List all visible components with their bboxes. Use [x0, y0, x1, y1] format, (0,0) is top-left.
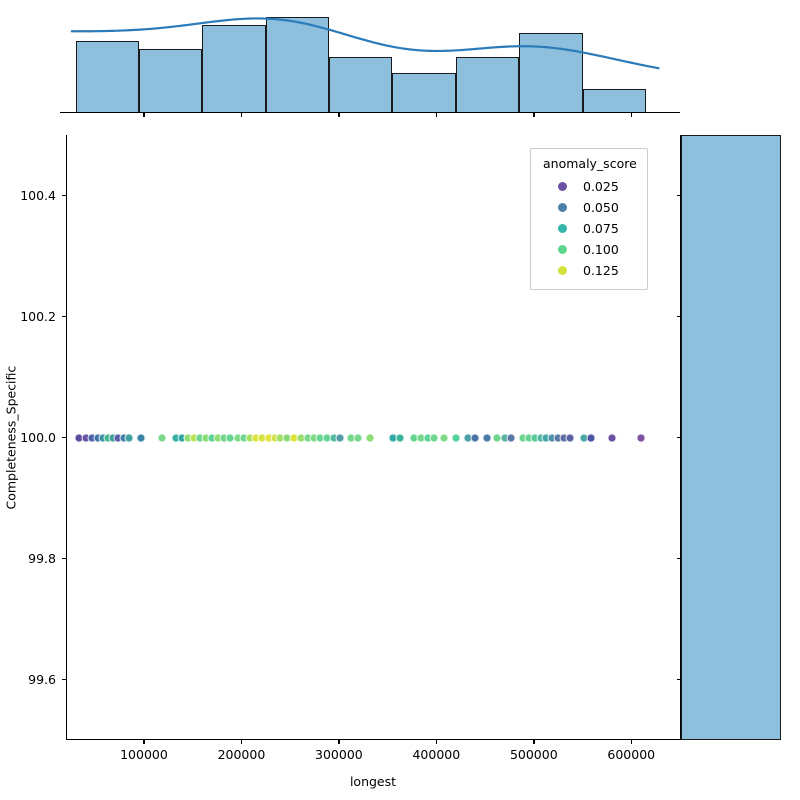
legend-entry-label: 0.125	[583, 263, 619, 278]
marginal-x-tick-mark	[435, 113, 438, 117]
legend-color-swatch	[557, 245, 567, 254]
legend-color-swatch	[557, 182, 567, 191]
x-tick-mark	[630, 740, 632, 744]
marginal-x-tick-mark	[338, 113, 340, 117]
x-tick-mark	[240, 740, 243, 744]
x-tick-label: 600000	[607, 747, 656, 762]
legend-entry[interactable]: 0.025	[541, 176, 637, 197]
y-tick-label: 99.8	[28, 550, 56, 566]
marginal-x-bar	[519, 33, 583, 113]
scatter-point	[395, 433, 405, 442]
legend-entry[interactable]: 0.075	[541, 218, 637, 239]
y-axis-label: Completeness_Specific	[3, 365, 19, 510]
scatter-point	[353, 433, 363, 442]
marginal-x-bar	[582, 89, 646, 113]
marginal-x-bottom-spine	[60, 112, 680, 114]
legend-title: anomaly_score	[543, 156, 637, 171]
x-tick-label: 500000	[509, 747, 558, 762]
legend-swatch-cell	[541, 224, 583, 233]
y-tick-label: 99.6	[28, 671, 56, 687]
marginal-x-tick-mark	[533, 113, 535, 117]
x-tick-mark	[435, 740, 438, 744]
legend-swatch-cell	[541, 266, 583, 275]
scatter-point	[124, 433, 134, 442]
y-tick-mark	[62, 678, 66, 681]
scatter-point	[451, 433, 461, 442]
legend-color-swatch	[557, 224, 567, 233]
scatter-point	[429, 433, 439, 442]
marginal-x-tick-mark	[240, 113, 243, 117]
x-tick-label: 200000	[217, 747, 266, 762]
scatter-point	[586, 433, 596, 442]
y-tick-mark	[62, 436, 66, 439]
legend-entries: 0.025 0.050 0.075 0.100 0.125	[541, 176, 637, 281]
joint-bottom-spine	[66, 739, 680, 741]
marginal-y-tick-mark	[677, 315, 681, 318]
scatter-point	[565, 433, 575, 442]
marginal-x-bar	[202, 25, 266, 113]
scatter-point	[506, 433, 516, 442]
marginal-x-bar	[329, 57, 393, 113]
legend-color-swatch	[557, 203, 567, 212]
legend-entry[interactable]: 0.050	[541, 197, 637, 218]
y-tick-mark	[62, 557, 66, 560]
scatter-point	[136, 433, 146, 442]
legend[interactable]: anomaly_score 0.025 0.050 0.075 0.100 0.125	[530, 148, 648, 290]
y-tick-mark	[62, 315, 66, 318]
legend-entry-label: 0.050	[583, 200, 619, 215]
scatter-point	[439, 433, 449, 442]
legend-entry-label: 0.100	[583, 242, 619, 257]
scatter-point	[365, 433, 375, 442]
marginal-y-tick-mark	[677, 557, 681, 560]
x-tick-label: 400000	[412, 747, 461, 762]
scatter-point	[482, 433, 492, 442]
y-tick-mark	[62, 194, 66, 197]
x-tick-mark	[143, 740, 145, 744]
legend-entry-label: 0.075	[583, 221, 619, 236]
legend-color-swatch	[557, 266, 567, 275]
legend-swatch-cell	[541, 182, 583, 191]
x-tick-label: 300000	[315, 747, 363, 762]
marginal-x-tick-mark	[630, 113, 632, 117]
marginal-x-tick-mark	[143, 113, 145, 117]
legend-entry[interactable]: 0.100	[541, 239, 637, 260]
marginal-y-tick-mark	[677, 436, 681, 439]
marginal-y-bar	[681, 135, 781, 740]
x-axis-label: longest	[349, 774, 397, 789]
y-tick-label: 100.0	[20, 429, 56, 445]
marginal-y-tick-mark	[677, 678, 681, 681]
scatter-point	[607, 433, 617, 442]
marginal-x-bar	[455, 57, 520, 113]
scatter-point	[470, 433, 480, 442]
marginal-x-bar	[265, 17, 330, 113]
joint-left-spine	[66, 135, 68, 740]
marginal-x-bar	[75, 41, 140, 113]
scatter-point	[335, 433, 345, 442]
marginal-x-bar	[392, 73, 456, 113]
y-tick-label: 100.2	[20, 308, 56, 324]
legend-swatch-cell	[541, 245, 583, 254]
legend-swatch-cell	[541, 203, 583, 212]
marginal-y-tick-mark	[677, 194, 681, 197]
x-tick-label: 100000	[120, 747, 168, 762]
scatter-point	[636, 433, 646, 442]
x-tick-mark	[533, 740, 535, 744]
legend-entry[interactable]: 0.125	[541, 260, 637, 281]
scatter-point	[157, 433, 166, 442]
marginal-x-bar	[139, 49, 203, 113]
y-tick-label: 100.4	[20, 187, 56, 203]
x-tick-mark	[338, 740, 340, 744]
legend-entry-label: 0.025	[583, 179, 619, 194]
